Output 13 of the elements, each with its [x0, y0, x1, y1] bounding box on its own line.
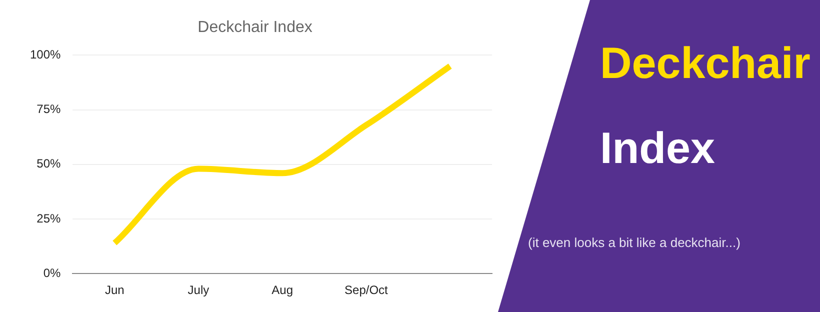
y-tick-label: 100% [30, 48, 62, 62]
x-tick-label: Sep/Oct [344, 283, 389, 298]
x-tick-label: Aug [272, 283, 294, 298]
text: Index [600, 124, 715, 174]
x-tick-label: Jun [104, 283, 124, 298]
text: Deckchair [600, 39, 810, 88]
y-tick-label: 75% [36, 102, 62, 116]
x-tick-label: July [188, 283, 210, 298]
y-tick-label: 50% [36, 156, 62, 171]
text: (it even looks a bit like a deckchair...) [528, 235, 740, 250]
chart-title: Deckchair Index [198, 19, 312, 36]
y-tick-label: 25% [36, 211, 62, 226]
y-tick-label: 0% [43, 266, 62, 280]
